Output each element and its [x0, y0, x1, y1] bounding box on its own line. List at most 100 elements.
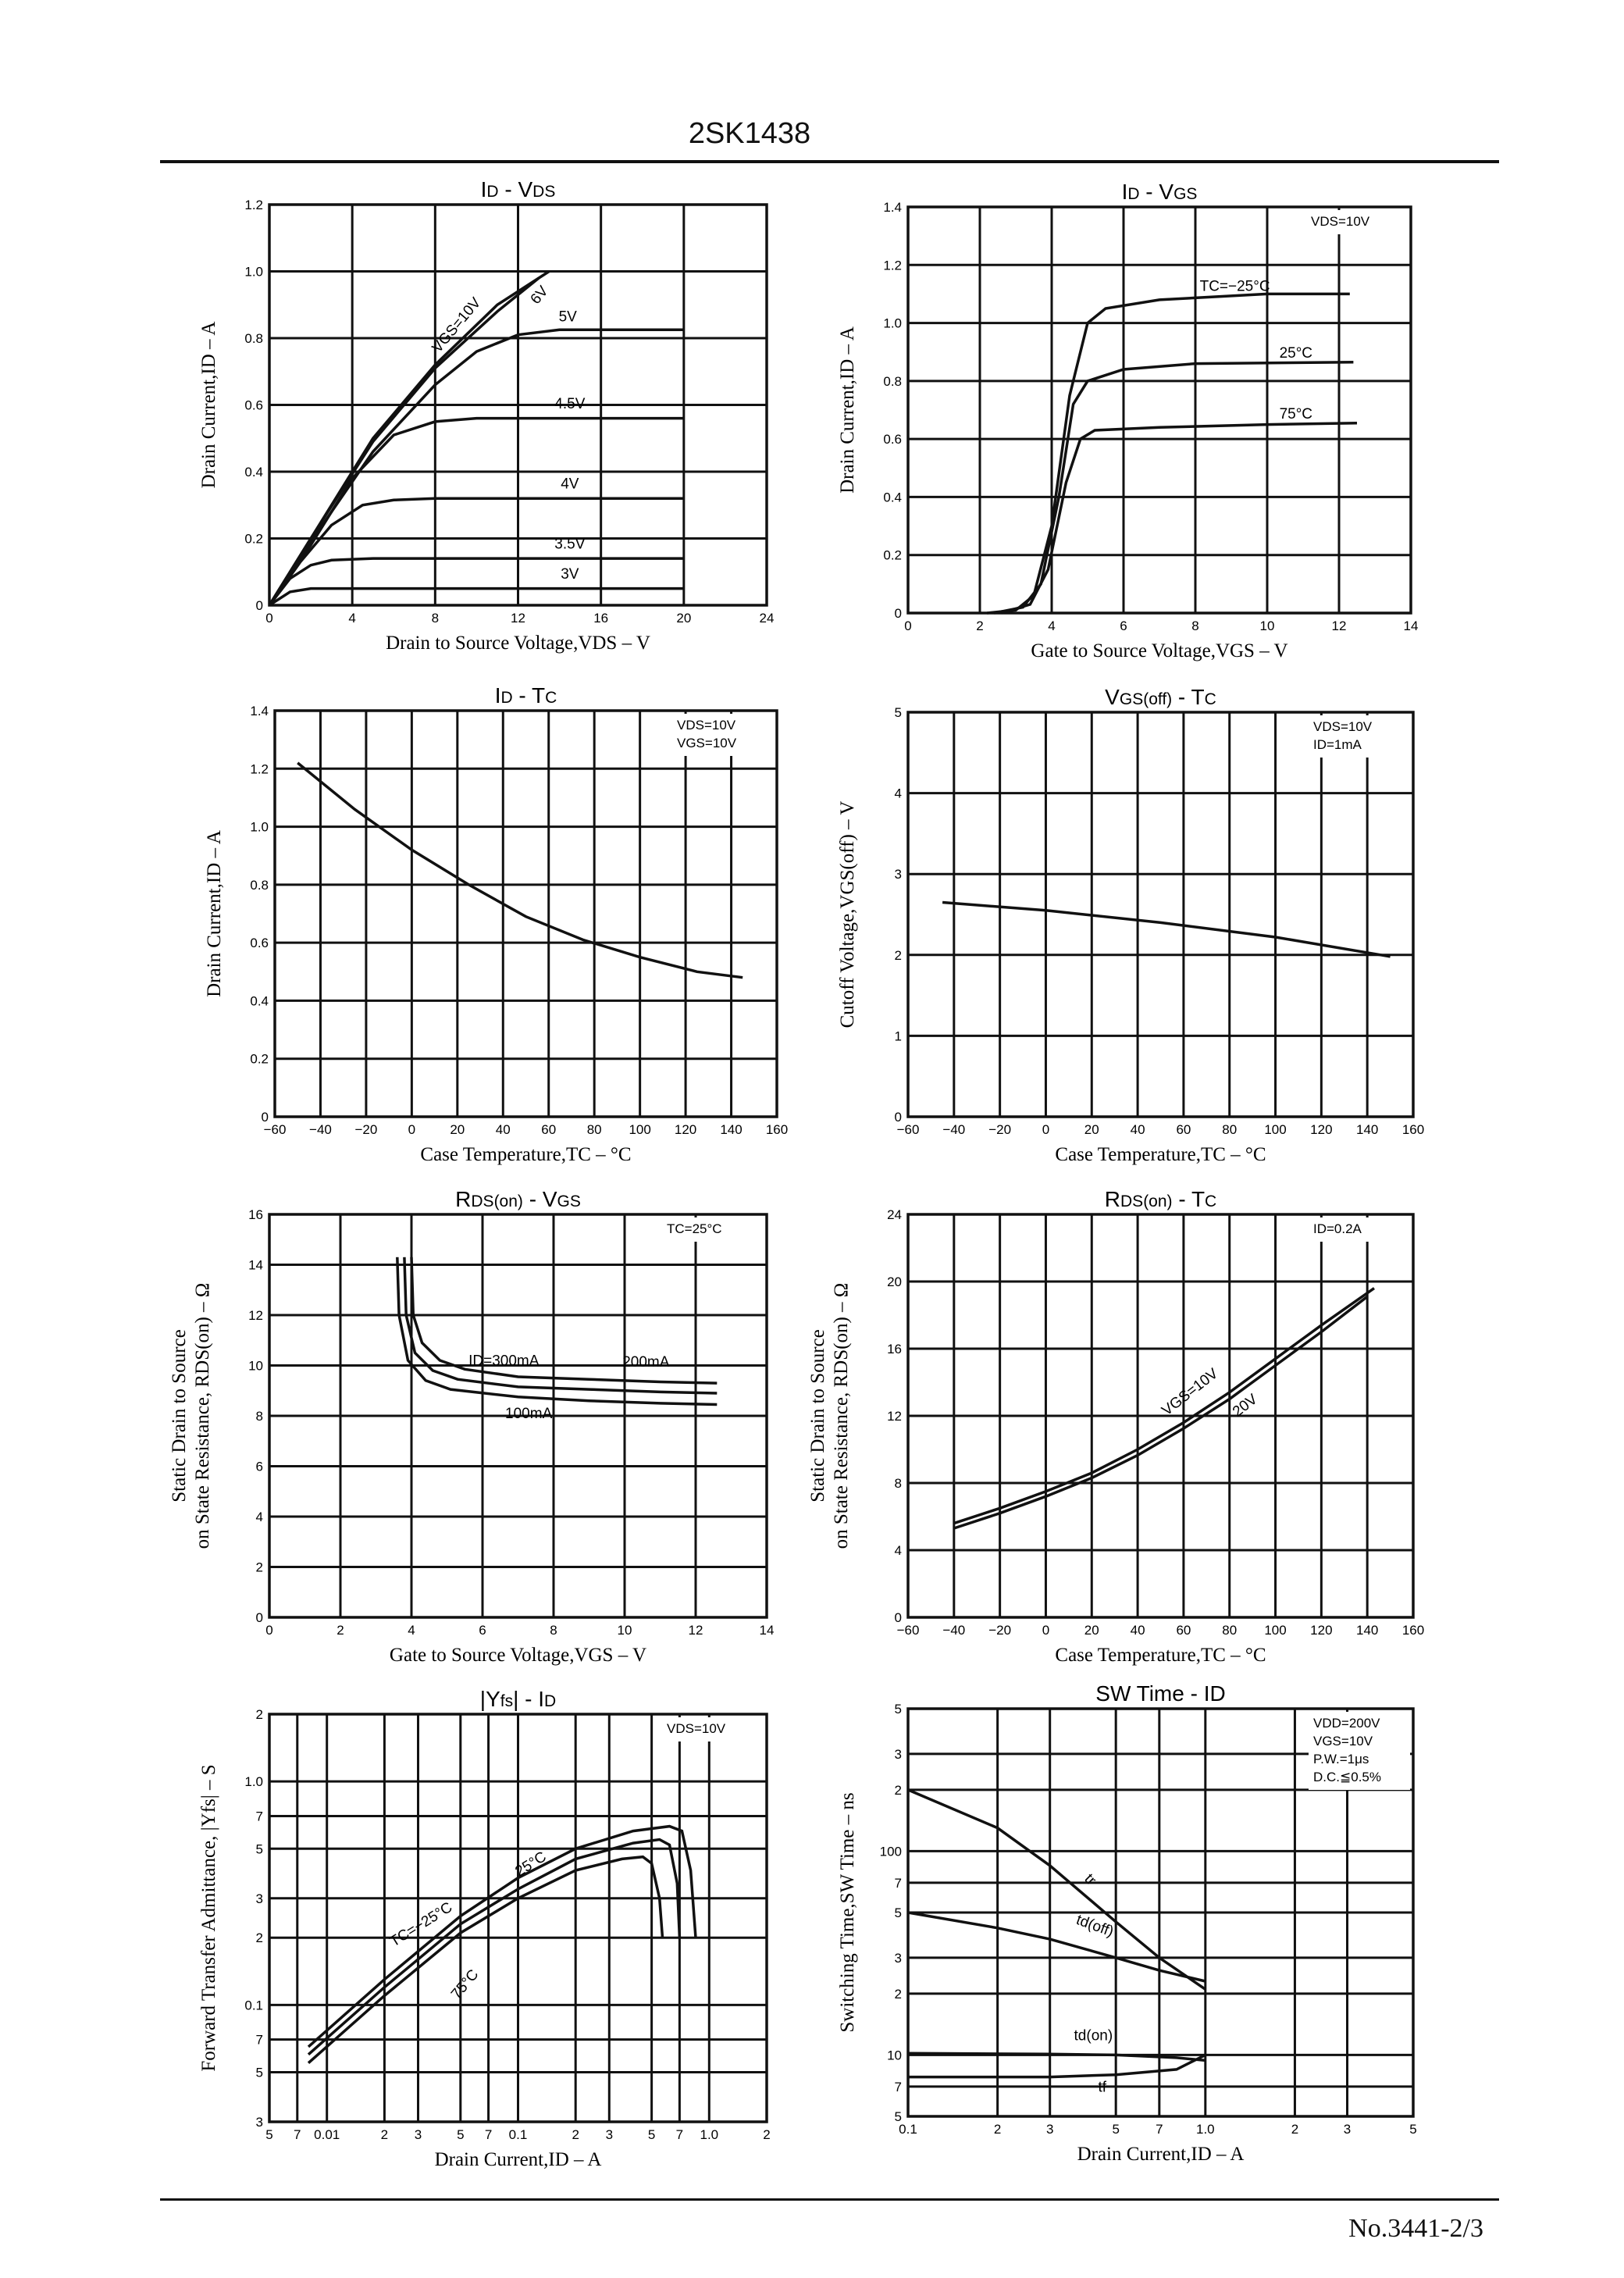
y-tick-label: 1.2 — [250, 761, 269, 776]
x-axis-label: Case Temperature,TC – °C — [420, 1144, 631, 1165]
x-tick-label: 140 — [1356, 1122, 1378, 1137]
series-label: 200mA — [622, 1354, 670, 1371]
y-tick-label: 2 — [895, 1783, 902, 1798]
x-tick-label: −40 — [309, 1122, 332, 1137]
x-tick-label: 0 — [408, 1122, 415, 1137]
x-axis-label: Case Temperature,TC – °C — [1055, 1645, 1266, 1666]
x-tick-label: −60 — [897, 1122, 920, 1137]
y-tick-label: 7 — [256, 1809, 263, 1823]
page-number: No.3441-2/3 — [1348, 2214, 1483, 2243]
y-tick-label: 1.4 — [883, 200, 902, 215]
y-tick-label: 0.6 — [250, 936, 269, 950]
x-tick-label: 0 — [265, 611, 272, 626]
y-tick-label: 4 — [895, 786, 902, 801]
series-curve — [908, 2053, 1206, 2079]
chart-title: SW Time - ID — [1095, 1681, 1225, 1706]
y-tick-label: 0.6 — [244, 398, 263, 413]
x-tick-label: 80 — [1222, 1623, 1237, 1638]
series-curve — [987, 292, 1350, 615]
x-tick-label: 6 — [479, 1623, 486, 1638]
annotation-box — [1309, 1712, 1410, 1790]
x-tick-label: 0.1 — [509, 2127, 528, 2142]
series-label: 25°C — [1280, 345, 1312, 362]
x-tick-label: 3 — [1046, 2122, 1053, 2137]
x-tick-label: 0 — [1042, 1623, 1049, 1638]
y-tick-label: 16 — [887, 1342, 902, 1356]
series-curve — [994, 360, 1354, 615]
x-tick-label: 20 — [1084, 1122, 1099, 1137]
x-tick-label: 140 — [1356, 1623, 1378, 1638]
x-tick-label: 10 — [1260, 619, 1275, 633]
x-tick-label: 4 — [1048, 619, 1055, 633]
y-tick-label: 0.1 — [244, 1998, 263, 2012]
series-curve — [907, 2052, 1206, 2062]
condition-annotation: VGS=10V — [677, 736, 737, 750]
series-label: tr — [1081, 1870, 1100, 1889]
y-tick-label: 2 — [256, 1707, 263, 1722]
y-tick-label: 8 — [256, 1409, 263, 1424]
x-tick-label: 5 — [457, 2127, 464, 2142]
y-tick-label: 0.6 — [883, 432, 902, 447]
x-tick-label: 4 — [408, 1623, 415, 1638]
chart-vgsoff-tc: −60 −40 −20 0 20 40 60 80 100 120 140 160 0 1 2 3 4 5 VGS(… — [837, 685, 1424, 1165]
condition-annotation: ID=1mA — [1313, 737, 1362, 752]
y-tick-label: 16 — [248, 1207, 263, 1222]
y-tick-label: 0.8 — [244, 331, 263, 346]
x-tick-label: 5 — [648, 2127, 655, 2142]
series-label: ID=300mA — [468, 1353, 540, 1370]
x-tick-label: −60 — [897, 1623, 920, 1638]
y-tick-label: 5 — [256, 1841, 263, 1856]
series-curve — [953, 1295, 1369, 1530]
y-tick-label: 10 — [887, 2048, 902, 2062]
x-tick-label: 3 — [1344, 2122, 1351, 2137]
y-tick-label: 4 — [256, 1510, 263, 1524]
y-tick-label: 1.2 — [244, 198, 263, 212]
series-label: TC=−25°C — [1200, 279, 1270, 295]
y-tick-label: 5 — [895, 1702, 902, 1717]
x-tick-label: 2 — [337, 1623, 344, 1638]
x-tick-label: 20 — [450, 1122, 465, 1137]
chart-title: RDS(on) - VGS — [455, 1187, 581, 1211]
chart-title: RDS(on) - TC — [1105, 1187, 1216, 1211]
y-tick-label: 1 — [895, 1028, 902, 1043]
series-curve — [410, 1257, 718, 1385]
x-tick-label: 5 — [1409, 2122, 1416, 2137]
x-tick-label: 0.01 — [314, 2127, 340, 2142]
top-rule — [160, 160, 1499, 163]
x-axis-label: Gate to Source Voltage,VGS – V — [390, 1645, 646, 1666]
x-tick-label: 80 — [1222, 1122, 1237, 1137]
y-tick-label: 0.4 — [250, 993, 269, 1008]
x-tick-label: 100 — [629, 1122, 650, 1137]
y-tick-label: 5 — [895, 2109, 902, 2124]
plot-frame — [906, 711, 1415, 1118]
x-tick-label: 3 — [606, 2127, 613, 2142]
y-tick-label: 3 — [895, 867, 902, 882]
x-tick-label: 12 — [1332, 619, 1347, 633]
x-tick-label: 6 — [1120, 619, 1127, 633]
series-curve — [307, 1838, 682, 2056]
x-tick-label: 8 — [550, 1623, 557, 1638]
x-tick-label: 120 — [675, 1122, 696, 1137]
series-label: td(on) — [1074, 2028, 1113, 2044]
x-tick-label: 2 — [1291, 2122, 1298, 2137]
condition-annotation: VDS=10V — [1313, 719, 1373, 734]
y-tick-label: 24 — [887, 1207, 902, 1222]
y-tick-label: 2 — [256, 1560, 263, 1575]
x-tick-label: −20 — [988, 1122, 1011, 1137]
y-tick-label: 3 — [895, 1747, 902, 1762]
y-tick-label: 0 — [256, 598, 263, 613]
chart-title: ID - VGS — [1122, 180, 1198, 204]
y-tick-label: 10 — [248, 1359, 263, 1374]
x-tick-label: 4 — [348, 611, 355, 626]
x-tick-label: −40 — [942, 1623, 965, 1638]
x-tick-label: 8 — [432, 611, 439, 626]
x-tick-label: 3 — [415, 2127, 422, 2142]
y-tick-label: 5 — [895, 1905, 902, 1920]
annotation-box — [662, 1217, 764, 1242]
y-tick-label: 0.2 — [883, 548, 902, 563]
y-tick-label: 12 — [248, 1308, 263, 1323]
y-tick-label: 1.4 — [250, 704, 269, 718]
condition-annotation: ID=0.2A — [1313, 1221, 1362, 1236]
y-tick-label: 1.0 — [244, 265, 263, 280]
